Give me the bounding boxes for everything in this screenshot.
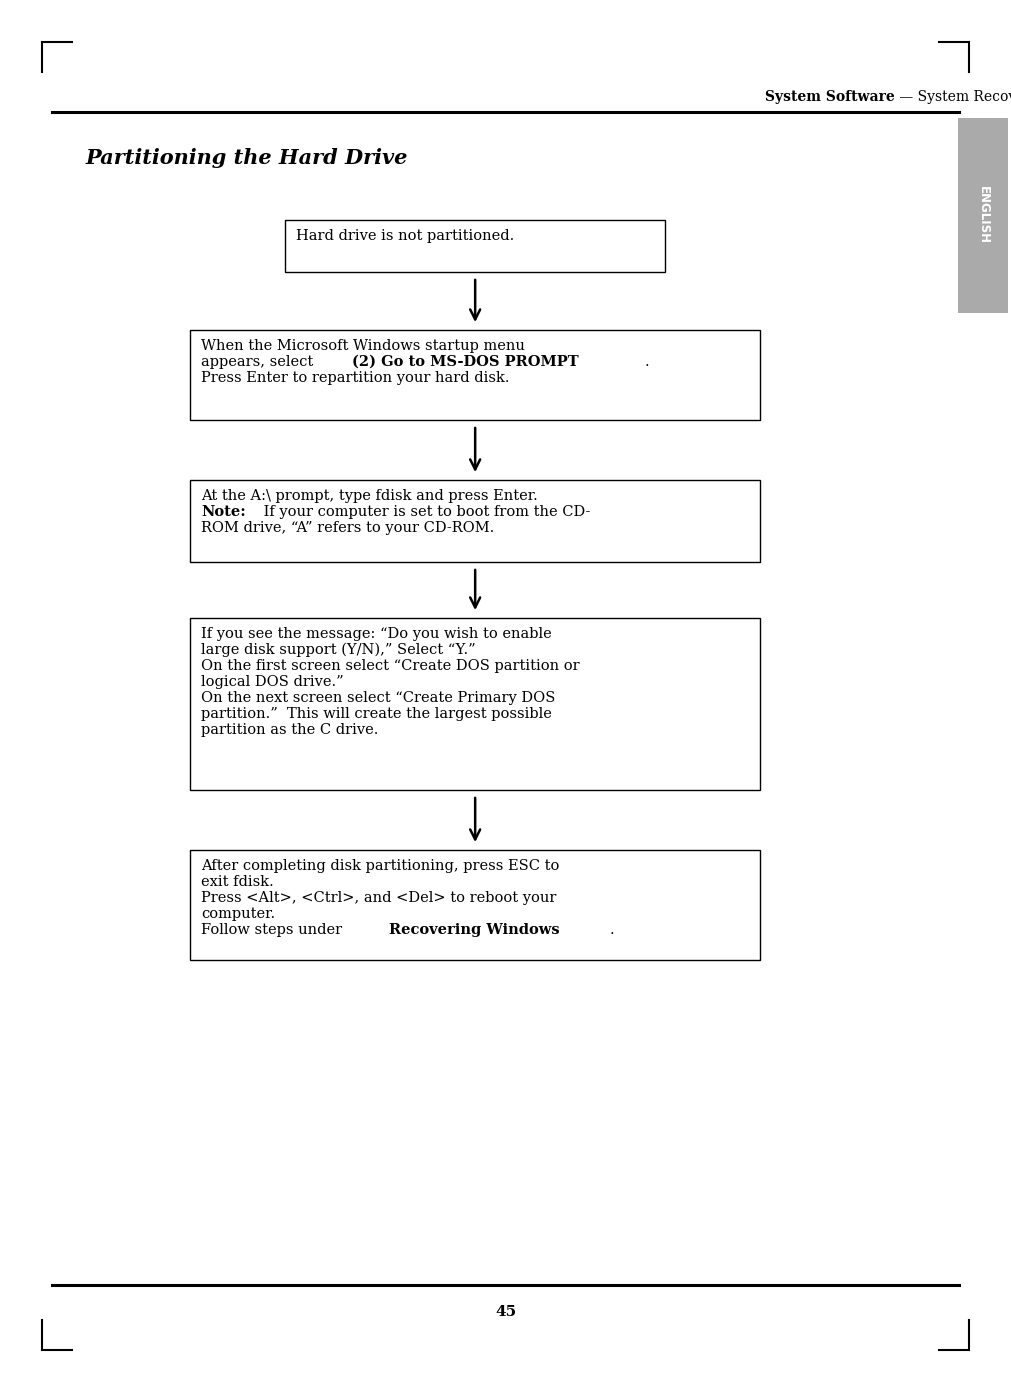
Text: If you see the message: “Do you wish to enable: If you see the message: “Do you wish to … — [201, 626, 552, 640]
Text: large disk support (Y/N),” Select “Y.”: large disk support (Y/N),” Select “Y.” — [201, 643, 476, 657]
Text: Press <Alt>, <Ctrl>, and <Del> to reboot your: Press <Alt>, <Ctrl>, and <Del> to reboot… — [201, 891, 556, 905]
Text: Partitioning the Hard Drive: Partitioning the Hard Drive — [86, 148, 408, 168]
Text: partition.”  This will create the largest possible: partition.” This will create the largest… — [201, 707, 552, 721]
Bar — [190, 330, 760, 420]
Text: Recovering Windows: Recovering Windows — [389, 923, 560, 937]
Text: computer.: computer. — [201, 906, 275, 922]
Text: logical DOS drive.”: logical DOS drive.” — [201, 675, 344, 689]
Text: Press Enter to repartition your hard disk.: Press Enter to repartition your hard dis… — [201, 370, 510, 386]
Bar — [190, 480, 760, 562]
Text: .: . — [644, 355, 649, 369]
Bar — [958, 118, 1008, 313]
Text: On the first screen select “Create DOS partition or: On the first screen select “Create DOS p… — [201, 658, 579, 672]
Text: (2) Go to MS-DOS PROMPT: (2) Go to MS-DOS PROMPT — [352, 355, 578, 369]
Bar — [190, 851, 760, 960]
Text: 45: 45 — [495, 1306, 516, 1320]
Text: exit fdisk.: exit fdisk. — [201, 876, 274, 889]
Text: appears, select: appears, select — [201, 355, 318, 369]
Bar — [190, 618, 760, 791]
Text: When the Microsoft Windows startup menu: When the Microsoft Windows startup menu — [201, 340, 525, 354]
Text: On the next screen select “Create Primary DOS: On the next screen select “Create Primar… — [201, 690, 556, 704]
Text: .: . — [610, 923, 614, 937]
Text: Note:: Note: — [201, 505, 246, 519]
Text: System Software: System Software — [765, 90, 895, 104]
Text: After completing disk partitioning, press ESC to: After completing disk partitioning, pres… — [201, 859, 559, 873]
Bar — [285, 220, 665, 271]
Text: If your computer is set to boot from the CD-: If your computer is set to boot from the… — [259, 505, 590, 519]
Text: ROM drive, “A” refers to your CD-ROM.: ROM drive, “A” refers to your CD-ROM. — [201, 521, 494, 535]
Text: — System Recovery: — System Recovery — [895, 90, 1011, 104]
Text: Follow steps under: Follow steps under — [201, 923, 347, 937]
Text: At the A:\ prompt, type fdisk and press Enter.: At the A:\ prompt, type fdisk and press … — [201, 489, 538, 503]
Text: Hard drive is not partitioned.: Hard drive is not partitioned. — [296, 230, 515, 244]
Text: partition as the C drive.: partition as the C drive. — [201, 722, 378, 736]
Text: ENGLISH: ENGLISH — [977, 187, 990, 245]
